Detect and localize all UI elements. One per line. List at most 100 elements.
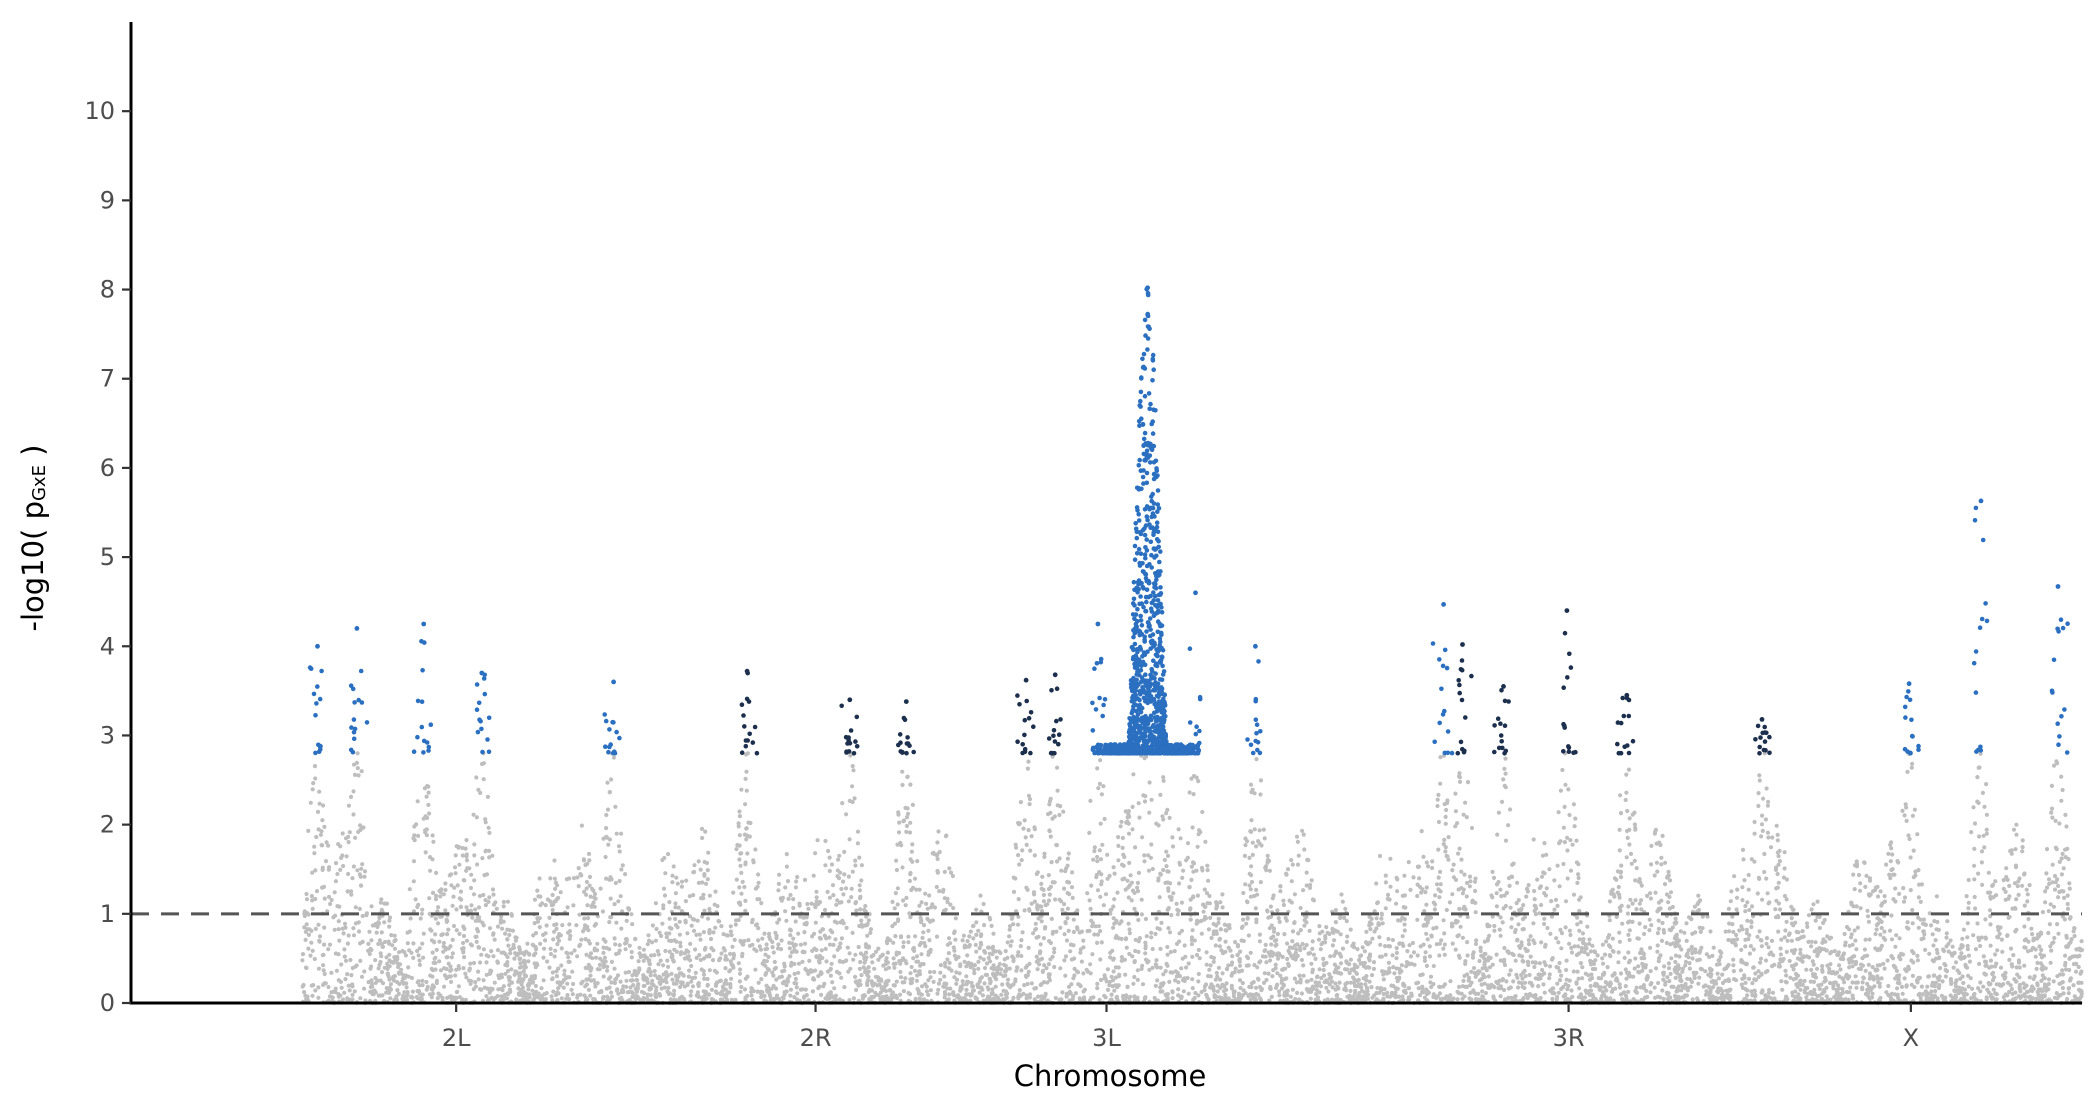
snp-point (771, 983, 776, 989)
snp-point (1455, 997, 1460, 1002)
snp-point (1915, 832, 1920, 837)
snp-point (1425, 937, 1430, 942)
snp-point (1508, 985, 1513, 990)
snp-point (1693, 930, 1698, 935)
snp-point (1209, 935, 1214, 941)
snp-point (1317, 967, 1322, 972)
snp-point (728, 968, 733, 973)
snp-point (1343, 985, 1348, 990)
snp-point (1895, 859, 1900, 864)
snp-point (1544, 886, 1549, 891)
snp-point (2022, 963, 2027, 968)
snp-point (1294, 980, 1299, 985)
snp-point (1315, 997, 1321, 1003)
snp-point (1217, 936, 1222, 941)
snp-point (810, 989, 816, 994)
snp-point (1142, 756, 1147, 761)
snp-point (1615, 978, 1620, 983)
snp-point (1916, 895, 1921, 900)
snp-point (1667, 995, 1673, 1000)
snp-point (1687, 966, 1692, 971)
snp-point (1789, 916, 1794, 921)
snp-point (1774, 898, 1779, 903)
snp-point (1628, 851, 1634, 857)
snp-point (310, 993, 315, 998)
snp-point (567, 975, 572, 980)
snp-point (1817, 914, 1822, 920)
snp-point (572, 948, 577, 953)
snp-point (318, 832, 323, 837)
snp-point (1490, 869, 1495, 875)
snp-point (1026, 793, 1032, 799)
snp-point (921, 923, 927, 928)
snp-point (1435, 994, 1440, 999)
snp-point (896, 830, 902, 835)
snp-point (487, 926, 493, 931)
snp-point (1895, 986, 1900, 991)
snp-point (1948, 938, 1953, 943)
snp-point (1641, 983, 1646, 988)
snp-point (408, 916, 413, 921)
snp-point (388, 996, 393, 1001)
snp-point (1586, 973, 1591, 978)
snp-point (1814, 966, 1820, 971)
snp-point (1915, 953, 1920, 959)
snp-point (2072, 933, 2077, 939)
snp-point (1282, 932, 1287, 937)
snp-point (1326, 989, 1331, 994)
snp-point (1176, 980, 1181, 985)
snp-point (1028, 848, 1033, 853)
snp-point (1537, 911, 1542, 916)
snp-point (2043, 900, 2048, 905)
snp-point (1634, 866, 1639, 871)
snp-point (792, 981, 797, 986)
snp-point (1879, 919, 1884, 925)
snp-point (1747, 933, 1752, 938)
snp-point (736, 961, 741, 966)
snp-point (1918, 899, 1923, 905)
snp-point (737, 809, 742, 814)
snp-point (794, 879, 799, 884)
snp-point (1040, 874, 1045, 879)
snp-point (341, 863, 346, 869)
snp-point (673, 891, 679, 896)
snp-point (2079, 994, 2084, 999)
snp-point (1085, 929, 1090, 934)
snp-point (347, 988, 352, 993)
snp-point (834, 920, 840, 925)
snp-point (609, 777, 614, 782)
snp-point (387, 952, 392, 957)
snp-point (1505, 949, 1510, 954)
snp-point (663, 948, 668, 954)
snp-point (458, 904, 463, 909)
snp-point (1998, 965, 2004, 970)
snp-point (433, 955, 438, 960)
snp-point (342, 947, 347, 952)
snp-point (1893, 944, 1898, 949)
snp-point (866, 974, 871, 980)
snp-point (1858, 888, 1863, 893)
snp-point (1752, 859, 1757, 864)
snp-point (575, 875, 580, 880)
snp-point (1249, 985, 1254, 990)
snp-point (1292, 892, 1297, 897)
snp-point (1233, 940, 1238, 945)
snp-point (737, 833, 742, 838)
snp-point (1748, 944, 1753, 949)
snp-point (1758, 956, 1764, 961)
snp-point (2060, 985, 2065, 991)
snp-point (320, 818, 325, 823)
snp-point (1804, 954, 1809, 959)
snp-point (850, 930, 855, 936)
snp-point (457, 931, 462, 937)
snp-point (495, 959, 500, 964)
snp-point (1295, 990, 1300, 996)
snp-point (1235, 944, 1240, 949)
snp-point (1569, 945, 1574, 951)
snp-point (601, 974, 606, 979)
snp-point (854, 987, 859, 993)
snp-point (1316, 937, 1322, 942)
snp-point (1153, 931, 1158, 937)
snp-point (352, 989, 357, 994)
snp-point (545, 959, 550, 964)
